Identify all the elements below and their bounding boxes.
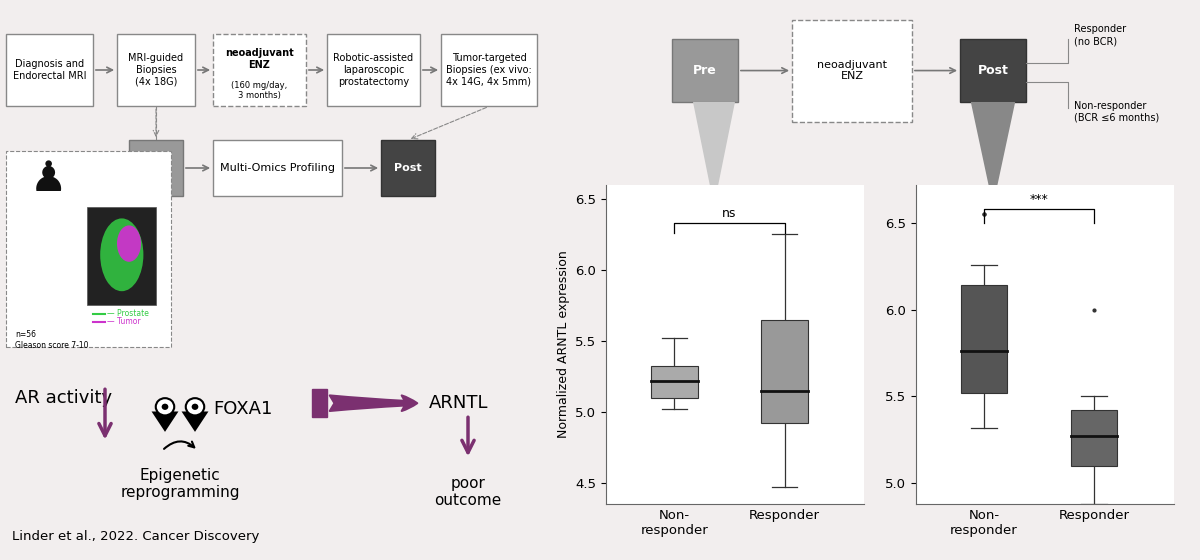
FancyBboxPatch shape: [214, 140, 342, 196]
FancyBboxPatch shape: [6, 34, 94, 106]
FancyBboxPatch shape: [6, 151, 172, 347]
Text: AR activity: AR activity: [14, 389, 112, 407]
Ellipse shape: [186, 398, 204, 416]
Ellipse shape: [118, 226, 142, 262]
Text: n=56
Gleason score 7-10: n=56 Gleason score 7-10: [14, 330, 89, 350]
Text: Linder et al., 2022. Cancer Discovery: Linder et al., 2022. Cancer Discovery: [12, 530, 259, 543]
Text: neoadjuvant
ENZ: neoadjuvant ENZ: [817, 60, 887, 81]
FancyBboxPatch shape: [326, 34, 420, 106]
FancyBboxPatch shape: [672, 39, 738, 102]
Text: (160 mg/day,
3 months): (160 mg/day, 3 months): [232, 81, 288, 100]
Text: Post: Post: [394, 163, 422, 173]
FancyBboxPatch shape: [130, 140, 182, 196]
Bar: [961, 286, 1007, 393]
Text: ♟: ♟: [29, 158, 67, 200]
Text: Diagnosis and
Endorectal MRI: Diagnosis and Endorectal MRI: [13, 59, 86, 81]
FancyBboxPatch shape: [118, 34, 194, 106]
Text: FOXA1: FOXA1: [214, 400, 272, 418]
Text: Pre: Pre: [694, 64, 716, 77]
Text: ARNTL: ARNTL: [430, 394, 488, 412]
Text: ***: ***: [1030, 193, 1049, 206]
Text: Pre: Pre: [145, 163, 167, 173]
Ellipse shape: [101, 218, 144, 291]
Polygon shape: [971, 102, 1015, 206]
Ellipse shape: [162, 404, 168, 410]
FancyBboxPatch shape: [312, 389, 326, 417]
FancyBboxPatch shape: [960, 39, 1026, 102]
Bar: [1072, 410, 1117, 466]
FancyBboxPatch shape: [792, 20, 912, 122]
Text: Robotic-assisted
laparoscopic
prostatectomy: Robotic-assisted laparoscopic prostatect…: [334, 53, 414, 87]
Polygon shape: [694, 102, 734, 206]
Text: MRI-guided
Biopsies
(4x 18G): MRI-guided Biopsies (4x 18G): [128, 53, 184, 87]
Text: — Tumor: — Tumor: [107, 318, 140, 326]
Text: — Prostate: — Prostate: [107, 309, 149, 318]
Ellipse shape: [192, 404, 198, 410]
FancyBboxPatch shape: [88, 207, 156, 305]
Text: neoadjuvant
ENZ: neoadjuvant ENZ: [226, 48, 294, 70]
FancyBboxPatch shape: [214, 34, 306, 106]
Y-axis label: Normalized ARNTL expression: Normalized ARNTL expression: [557, 250, 570, 438]
Polygon shape: [181, 412, 209, 432]
Polygon shape: [151, 412, 179, 432]
Text: poor
outcome: poor outcome: [434, 476, 502, 508]
FancyBboxPatch shape: [382, 140, 436, 196]
Text: Non-responder
(BCR ≤6 months): Non-responder (BCR ≤6 months): [1074, 101, 1159, 123]
Text: Multi-Omics Profiling: Multi-Omics Profiling: [220, 163, 335, 173]
Text: Post: Post: [978, 64, 1008, 77]
Bar: [762, 320, 808, 423]
Text: Epigenetic
reprogramming: Epigenetic reprogramming: [120, 468, 240, 500]
Ellipse shape: [156, 398, 174, 416]
Text: Responder
(no BCR): Responder (no BCR): [1074, 25, 1126, 46]
FancyBboxPatch shape: [442, 34, 538, 106]
Bar: [652, 366, 697, 398]
Text: Tumor-targeted
Biopsies (ex vivo:
4x 14G, 4x 5mm): Tumor-targeted Biopsies (ex vivo: 4x 14G…: [446, 53, 532, 87]
Text: ns: ns: [722, 207, 737, 220]
